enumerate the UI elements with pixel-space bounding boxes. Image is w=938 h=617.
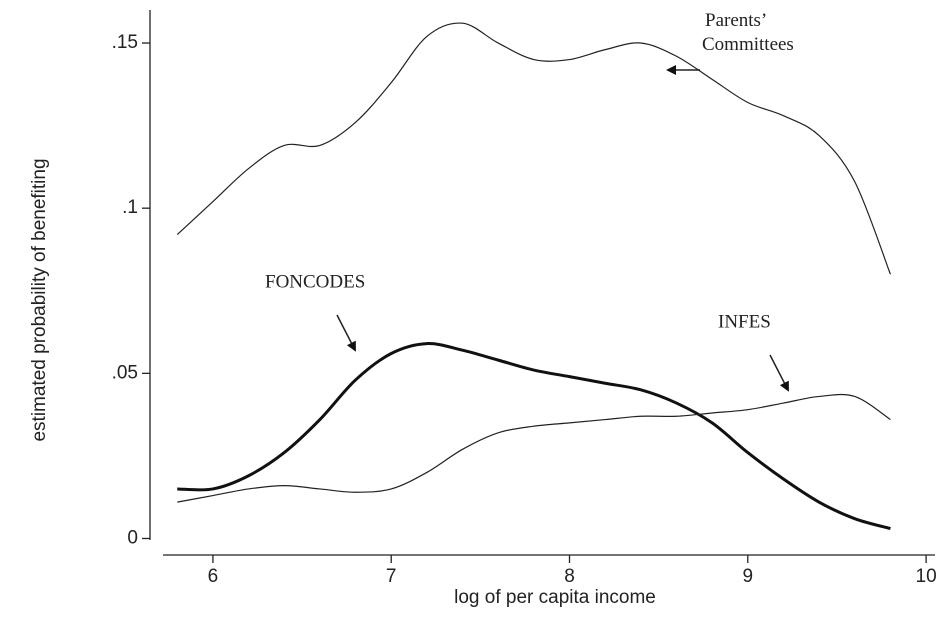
line-series	[176, 22, 891, 275]
series-label: FONCODES	[265, 271, 365, 292]
x-axis-title: log of per capita income	[454, 587, 656, 608]
y-axis-title: estimated probability of benefiting	[29, 158, 50, 441]
x-tick-label: 9	[743, 566, 754, 587]
y-tick-label: .15	[112, 32, 138, 53]
arrow	[769, 354, 789, 392]
arrow	[336, 314, 356, 352]
series-label: Parents’ Committees	[702, 10, 794, 55]
x-tick-label: 8	[564, 566, 575, 587]
line-series	[177, 393, 891, 503]
series-label: INFES	[718, 311, 771, 332]
y-tick-label: .05	[112, 362, 138, 383]
y-tick-label: .1	[122, 197, 138, 218]
line-series	[177, 342, 891, 531]
x-tick-label: 7	[386, 566, 397, 587]
y-tick-label: 0	[127, 528, 138, 549]
x-tick-label: 10	[916, 566, 937, 587]
x-tick-label: 6	[208, 566, 219, 587]
